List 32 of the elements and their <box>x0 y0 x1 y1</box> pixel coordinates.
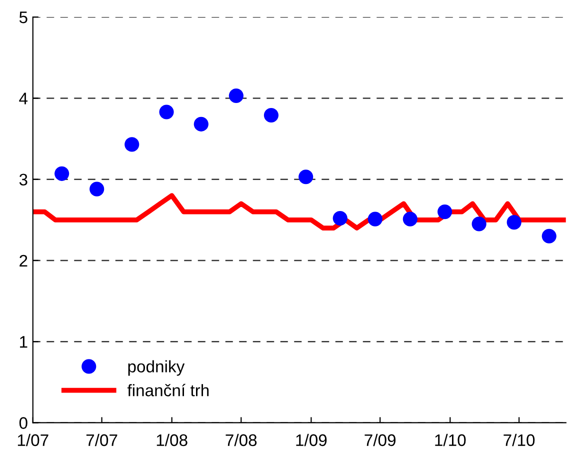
point <box>368 212 382 226</box>
x-tick-label: 7/09 <box>364 434 396 446</box>
point <box>228 88 244 104</box>
y-tick-label: 2 <box>20 254 28 267</box>
y-tick-label: 5 <box>19 12 28 24</box>
x-tick-label: 1/07 <box>18 434 48 446</box>
y-tick-label: 4 <box>19 92 28 104</box>
point <box>124 137 140 152</box>
point <box>438 204 452 220</box>
point <box>54 166 70 181</box>
x-tick-label: 1/08 <box>156 434 188 446</box>
point <box>194 116 208 132</box>
x-tick-label: 7/10 <box>504 434 535 446</box>
point <box>298 170 314 184</box>
x-tick-label: 1/10 <box>435 434 466 446</box>
y-tick-label: 3 <box>19 174 28 186</box>
y-tick-label: 1 <box>20 336 28 348</box>
point <box>264 108 278 123</box>
point <box>402 212 418 226</box>
x-tick-label: 7/08 <box>226 434 257 446</box>
point <box>90 182 104 196</box>
point <box>542 228 556 244</box>
x-tick-label: 1/09 <box>296 434 327 446</box>
legend-label: podniky <box>128 360 185 376</box>
point <box>506 215 522 230</box>
point <box>472 216 486 232</box>
y-tick-label: 0 <box>19 417 28 429</box>
point <box>159 104 174 120</box>
point <box>332 210 348 226</box>
line-series <box>32 193 566 230</box>
x-tick-label: 7/07 <box>86 434 118 446</box>
legend-label: finanční trh <box>127 384 209 396</box>
